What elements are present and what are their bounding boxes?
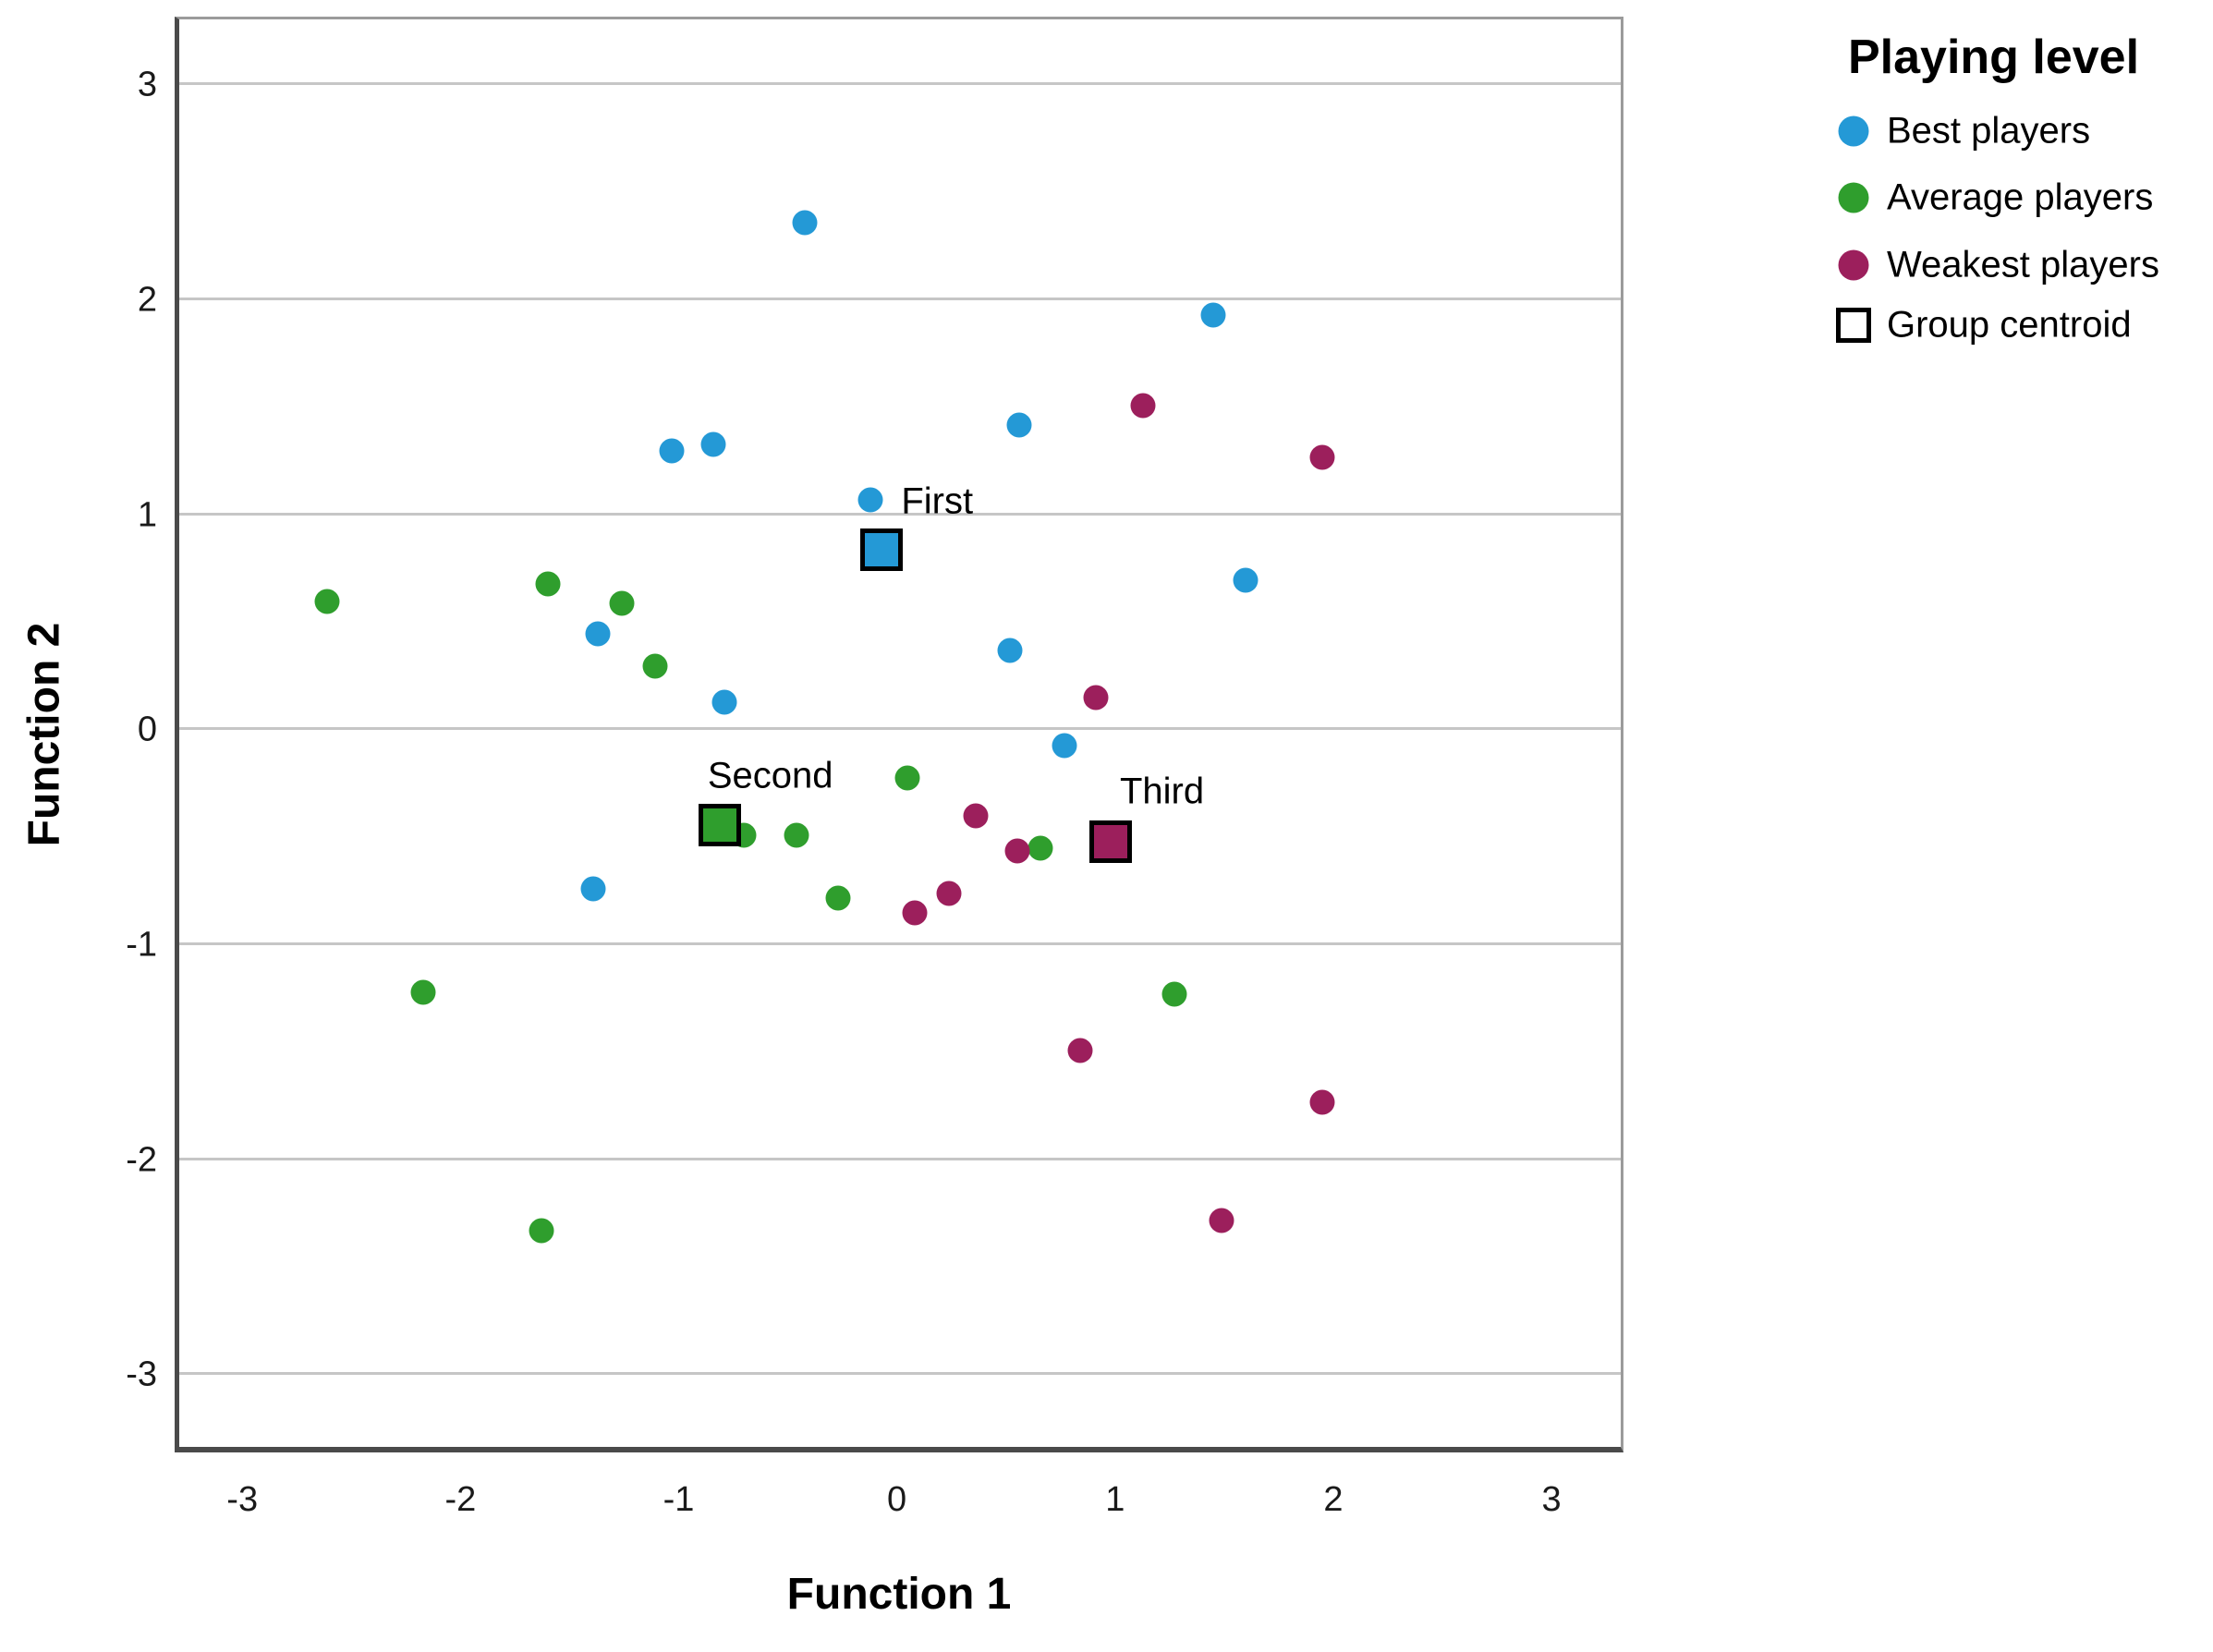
gridline-y-3 — [179, 82, 1621, 86]
y-tick-label--3: -3 — [126, 1354, 157, 1394]
data-point-average-players — [410, 979, 436, 1005]
data-point-average-players — [784, 822, 809, 848]
data-point-best-players — [1233, 567, 1258, 592]
data-point-average-players — [825, 885, 851, 911]
data-point-weakest-players — [1130, 393, 1156, 419]
data-point-average-players — [894, 765, 920, 791]
x-tick-label-1: 1 — [1105, 1480, 1125, 1519]
y-tick-label-1: 1 — [137, 495, 157, 535]
data-point-best-players — [1052, 733, 1077, 759]
gridline-y-2 — [179, 298, 1621, 301]
y-tick-label--1: -1 — [126, 925, 157, 965]
centroid-label-second: Second — [707, 755, 833, 796]
centroid-square-second — [699, 803, 742, 846]
x-tick-label-0: 0 — [887, 1480, 907, 1519]
legend-label-best-players: Best players — [1887, 110, 2091, 152]
legend-marker-group-centroid-icon — [1836, 308, 1871, 343]
x-tick-label--2: -2 — [444, 1480, 477, 1519]
centroid-label-first: First — [901, 480, 974, 522]
data-point-average-players — [1027, 835, 1053, 861]
data-point-best-players — [585, 621, 611, 647]
gridline-y-0 — [179, 727, 1621, 731]
legend-marker-best-players-icon — [1838, 115, 1869, 147]
x-tick-label-3: 3 — [1541, 1480, 1562, 1519]
data-point-weakest-players — [1309, 1089, 1335, 1115]
data-point-best-players — [997, 638, 1023, 663]
legend-label-group-centroid: Group centroid — [1887, 304, 2132, 346]
data-point-weakest-players — [963, 803, 989, 829]
data-point-average-players — [642, 653, 668, 679]
data-point-weakest-players — [1209, 1208, 1234, 1233]
x-tick-label-2: 2 — [1323, 1480, 1344, 1519]
data-point-weakest-players — [936, 881, 962, 906]
data-point-best-players — [659, 438, 685, 464]
plot-area — [175, 17, 1623, 1452]
legend-title: Playing level — [1848, 30, 2140, 84]
data-point-average-players — [1161, 981, 1187, 1007]
y-tick-label-0: 0 — [137, 710, 157, 749]
data-point-weakest-players — [1004, 838, 1030, 864]
data-point-best-players — [700, 431, 726, 457]
gridline-y--1 — [179, 941, 1621, 945]
x-tick-label--3: -3 — [226, 1480, 259, 1519]
legend-label-weakest-players: Weakest players — [1887, 244, 2159, 285]
legend-marker-average-players-icon — [1838, 182, 1869, 213]
gridline-y--3 — [179, 1372, 1621, 1376]
data-point-best-players — [792, 210, 818, 236]
data-point-average-players — [609, 590, 635, 616]
data-point-best-players — [857, 487, 883, 513]
data-point-weakest-players — [1309, 444, 1335, 470]
x-tick-label--1: -1 — [663, 1480, 695, 1519]
data-point-average-players — [529, 1218, 554, 1244]
y-tick-label-3: 3 — [137, 65, 157, 104]
gridline-y--2 — [179, 1157, 1621, 1160]
legend-label-average-players: Average players — [1887, 176, 2154, 218]
gridline-y-1 — [179, 512, 1621, 516]
data-point-best-players — [580, 876, 606, 902]
x-axis-title: Function 1 — [786, 1570, 1012, 1619]
data-point-best-players — [711, 689, 737, 715]
data-point-weakest-players — [1083, 685, 1109, 711]
data-point-average-players — [535, 571, 561, 597]
y-tick-label-2: 2 — [137, 280, 157, 320]
centroid-square-third — [1089, 820, 1133, 864]
centroid-label-third: Third — [1119, 771, 1205, 812]
y-axis-title: Function 2 — [19, 622, 69, 847]
centroid-square-first — [860, 528, 904, 571]
data-point-best-players — [1006, 412, 1032, 438]
data-point-average-players — [314, 589, 340, 614]
legend-marker-weakest-players-icon — [1838, 249, 1869, 281]
y-tick-label--2: -2 — [126, 1140, 157, 1180]
data-point-best-players — [1200, 302, 1226, 328]
data-point-weakest-players — [1067, 1038, 1093, 1063]
data-point-weakest-players — [902, 900, 928, 926]
